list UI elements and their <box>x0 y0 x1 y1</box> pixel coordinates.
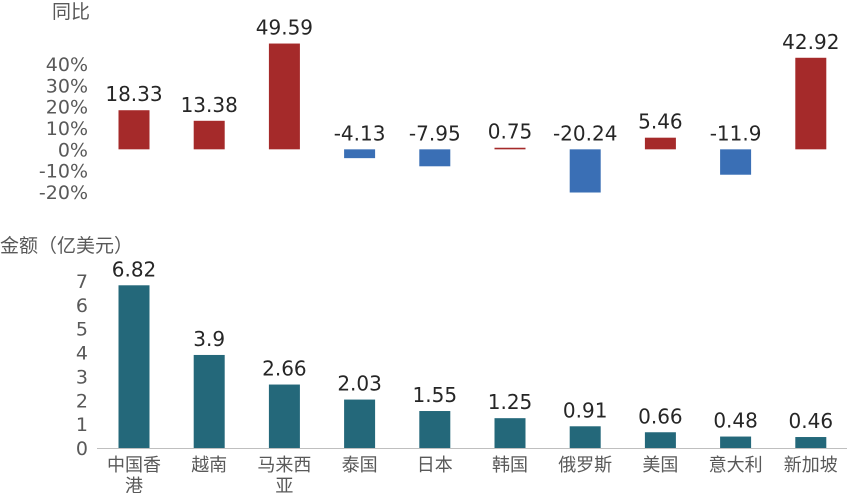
top-data-label: 42.92 <box>782 30 839 54</box>
bottom-bar <box>795 437 827 448</box>
top-y-tick-label: 40% <box>46 54 88 76</box>
bottom-bar <box>569 426 601 448</box>
x-tick-label: 美国 <box>642 455 678 476</box>
bottom-bar <box>268 384 300 448</box>
top-chart-y-ticks: 40%30%20%10%0%-10%-20% <box>39 54 88 204</box>
bottom-bar <box>494 418 526 448</box>
top-bar <box>419 149 451 167</box>
bottom-bar <box>118 285 150 448</box>
bottom-bar <box>193 354 225 448</box>
top-chart-data-labels: 18.33 13.38 49.59 -4.13 -7.95 0.75 -20.24 5.46 -… <box>105 16 839 146</box>
bottom-bar <box>720 436 752 448</box>
bottom-y-tick-label: 7 <box>76 271 88 293</box>
bottom-data-label: 0.48 <box>713 409 758 433</box>
top-data-label: -7.95 <box>409 121 461 145</box>
top-bar <box>795 57 827 150</box>
x-tick-label: 新加坡 <box>784 455 838 476</box>
bottom-y-tick-label: 5 <box>76 319 88 341</box>
x-tick-label: 韩国 <box>492 455 528 476</box>
x-tick-label: 马来西亚 <box>257 455 311 493</box>
top-y-tick-label: -20% <box>39 182 88 204</box>
top-bar <box>494 147 526 150</box>
x-tick-label: 俄罗斯 <box>558 455 612 476</box>
top-data-label: 49.59 <box>256 16 313 40</box>
top-data-label: 18.33 <box>105 82 162 106</box>
top-data-label: 13.38 <box>181 93 238 117</box>
top-bar <box>720 149 752 175</box>
bottom-data-label: 0.66 <box>638 404 683 428</box>
bottom-chart-x-ticks: 中国香港 越南 马来西亚 泰国 日本 韩国 俄罗斯 美国 意大利 新加坡 <box>107 455 838 497</box>
top-data-label: 0.75 <box>488 120 533 144</box>
x-tick-label: 泰国 <box>342 455 378 476</box>
top-chart-ylabel: 同比 <box>52 1 90 23</box>
top-y-tick-label: 10% <box>46 118 88 140</box>
top-chart-bars <box>118 43 827 193</box>
top-data-label: -20.24 <box>553 121 617 145</box>
bottom-data-label: 0.46 <box>789 409 834 433</box>
top-bar <box>644 137 676 150</box>
bottom-data-label: 1.25 <box>488 390 533 414</box>
bottom-data-label: 0.91 <box>563 398 608 422</box>
bottom-y-tick-label: 4 <box>76 343 88 365</box>
bottom-data-label: 2.66 <box>262 357 307 381</box>
bottom-data-label: 2.03 <box>337 372 382 396</box>
bottom-data-label: 6.82 <box>112 257 157 281</box>
top-y-tick-label: -10% <box>39 161 88 183</box>
bottom-bar <box>419 411 451 448</box>
top-y-tick-label: 20% <box>46 97 88 119</box>
bottom-data-label: 3.9 <box>193 327 225 351</box>
top-bar <box>193 120 225 150</box>
bottom-y-tick-label: 1 <box>76 414 88 436</box>
bottom-data-label: 1.55 <box>413 383 458 407</box>
top-y-tick-label: 0% <box>58 139 88 161</box>
bottom-chart-bars <box>118 285 827 448</box>
top-bar <box>344 149 376 159</box>
bottom-y-tick-label: 6 <box>76 295 88 317</box>
bottom-bar <box>344 399 376 448</box>
x-tick-label: 中国香港 <box>107 455 161 493</box>
bottom-y-tick-label: 3 <box>76 366 88 388</box>
bottom-chart-data-labels: 6.82 3.9 2.66 2.03 1.55 1.25 0.91 0.66 0.48 0.46 <box>112 257 833 433</box>
x-tick-label: 意大利 <box>709 455 763 476</box>
bottom-chart-ylabel: 金额（亿美元） <box>0 235 133 257</box>
top-y-tick-label: 30% <box>46 75 88 97</box>
top-data-label: -11.9 <box>710 121 762 145</box>
x-tick-label: 日本 <box>417 455 453 476</box>
top-data-label: 5.46 <box>638 110 683 134</box>
bottom-bar <box>644 432 676 448</box>
top-bar <box>268 43 300 150</box>
top-data-label: -4.13 <box>334 121 386 145</box>
x-tick-label: 越南 <box>191 455 227 476</box>
top-bar <box>118 110 150 150</box>
bottom-y-tick-label: 2 <box>76 390 88 412</box>
bottom-y-tick-label: 0 <box>76 438 88 460</box>
top-bar <box>569 149 601 193</box>
